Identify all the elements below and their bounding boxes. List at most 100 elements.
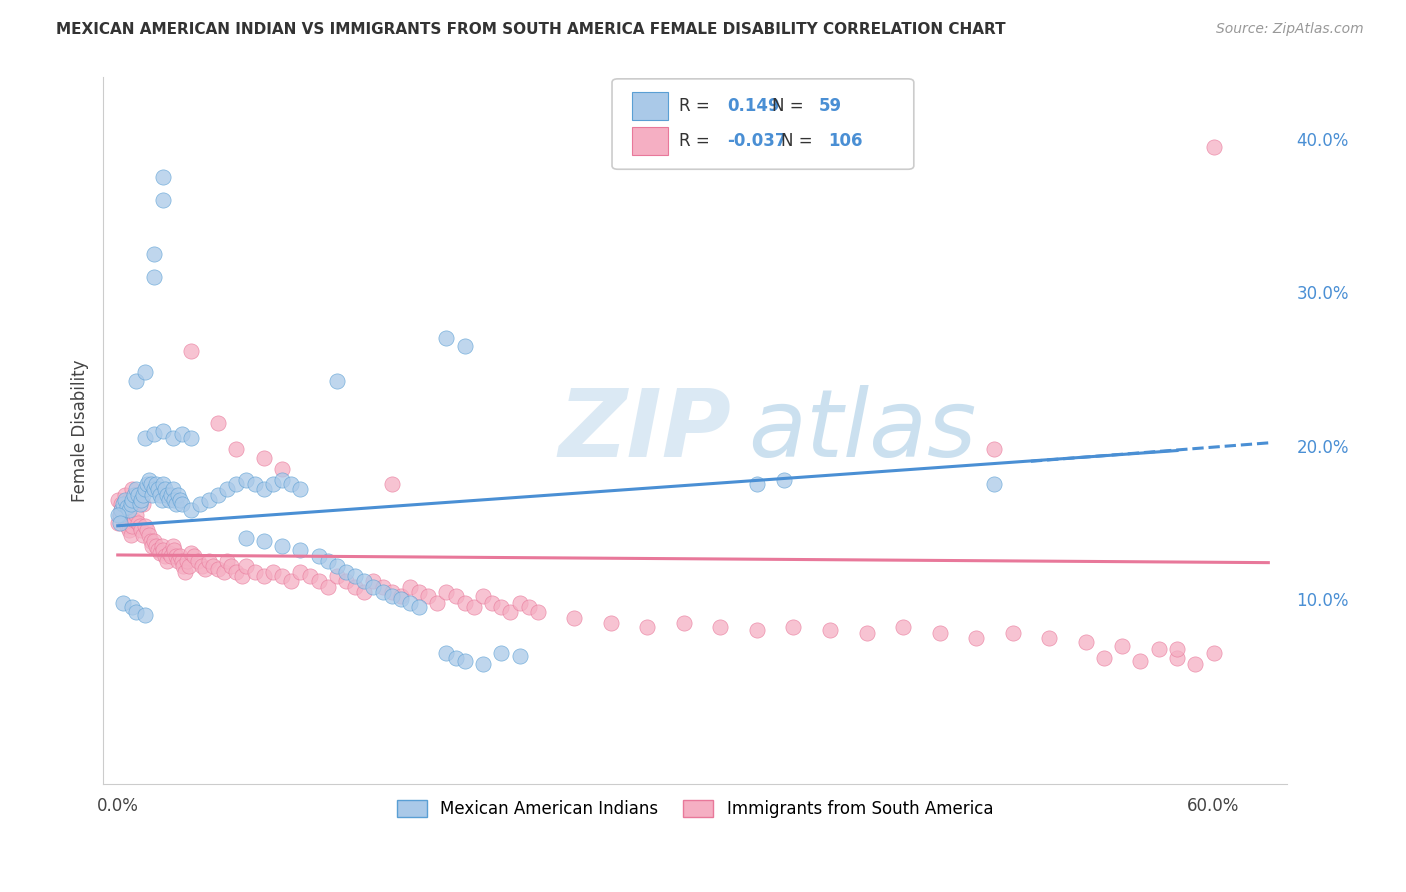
Text: 0.149: 0.149 xyxy=(727,96,779,115)
Point xyxy=(136,524,159,538)
Point xyxy=(225,442,247,456)
Point xyxy=(110,503,132,517)
Point xyxy=(326,375,349,389)
Point xyxy=(157,546,180,560)
Point xyxy=(150,539,173,553)
Point xyxy=(114,492,136,507)
Point xyxy=(491,646,513,660)
Point xyxy=(128,518,150,533)
Point xyxy=(308,549,330,564)
Text: R =: R = xyxy=(679,96,716,115)
Point xyxy=(121,600,143,615)
Point xyxy=(136,477,159,491)
Point xyxy=(122,513,145,527)
Point xyxy=(773,473,796,487)
Point xyxy=(1166,650,1188,665)
Point xyxy=(381,584,404,599)
Point xyxy=(141,488,163,502)
Point xyxy=(177,558,200,573)
Point xyxy=(165,549,187,564)
Point xyxy=(115,518,138,533)
Point xyxy=(344,580,367,594)
Point xyxy=(198,554,221,568)
Point xyxy=(146,482,169,496)
Point xyxy=(187,554,209,568)
Point xyxy=(217,482,239,496)
Point xyxy=(149,488,172,502)
Point xyxy=(463,600,485,615)
Text: Source: ZipAtlas.com: Source: ZipAtlas.com xyxy=(1216,22,1364,37)
Point xyxy=(454,596,477,610)
Point xyxy=(745,623,768,637)
Point xyxy=(481,596,503,610)
Point xyxy=(965,631,987,645)
Text: atlas: atlas xyxy=(748,385,976,476)
Y-axis label: Female Disability: Female Disability xyxy=(72,359,89,502)
Point xyxy=(408,600,430,615)
Point xyxy=(636,620,658,634)
Point xyxy=(128,497,150,511)
Point xyxy=(167,488,190,502)
Point xyxy=(253,451,276,466)
Point xyxy=(157,492,180,507)
Point xyxy=(110,503,132,517)
Point xyxy=(231,569,253,583)
Point xyxy=(170,497,193,511)
Point xyxy=(225,565,247,579)
Point xyxy=(1147,641,1170,656)
Point xyxy=(132,488,155,502)
Point xyxy=(253,534,276,549)
Point xyxy=(290,482,312,496)
Point xyxy=(112,497,135,511)
Point xyxy=(599,615,621,630)
Point xyxy=(190,558,212,573)
Point xyxy=(353,574,375,588)
Point xyxy=(169,549,191,564)
Point xyxy=(121,518,143,533)
Point xyxy=(491,600,513,615)
Point xyxy=(509,649,531,664)
Point xyxy=(139,534,162,549)
Point xyxy=(225,477,247,491)
Point xyxy=(517,600,540,615)
Point xyxy=(138,528,160,542)
Point xyxy=(326,558,349,573)
Point xyxy=(149,546,172,560)
Point xyxy=(219,558,242,573)
Point xyxy=(162,431,184,445)
Point xyxy=(159,488,181,502)
Point xyxy=(107,516,129,530)
Point xyxy=(454,339,477,353)
Point xyxy=(159,549,181,564)
Point xyxy=(1092,650,1115,665)
Point xyxy=(509,596,531,610)
Point xyxy=(132,497,155,511)
Point xyxy=(110,497,132,511)
Point xyxy=(121,482,143,496)
Text: -0.037: -0.037 xyxy=(727,132,786,150)
Point xyxy=(855,626,877,640)
Point xyxy=(127,488,149,502)
Point xyxy=(143,247,166,261)
Point xyxy=(115,500,138,515)
Point xyxy=(108,508,131,522)
Point xyxy=(127,516,149,530)
Point xyxy=(371,580,394,594)
Point xyxy=(1001,626,1024,640)
Point xyxy=(389,592,412,607)
Point xyxy=(180,503,202,517)
Point xyxy=(371,584,394,599)
Point xyxy=(188,497,211,511)
Point xyxy=(163,492,186,507)
Point xyxy=(155,482,177,496)
Point xyxy=(152,194,174,208)
Text: N =: N = xyxy=(772,96,808,115)
Point xyxy=(408,584,430,599)
Point xyxy=(389,590,412,604)
Point xyxy=(363,580,385,594)
Point xyxy=(138,473,160,487)
Text: R =: R = xyxy=(679,132,716,150)
Point xyxy=(128,492,150,507)
Point xyxy=(131,492,153,507)
Point xyxy=(143,482,166,496)
